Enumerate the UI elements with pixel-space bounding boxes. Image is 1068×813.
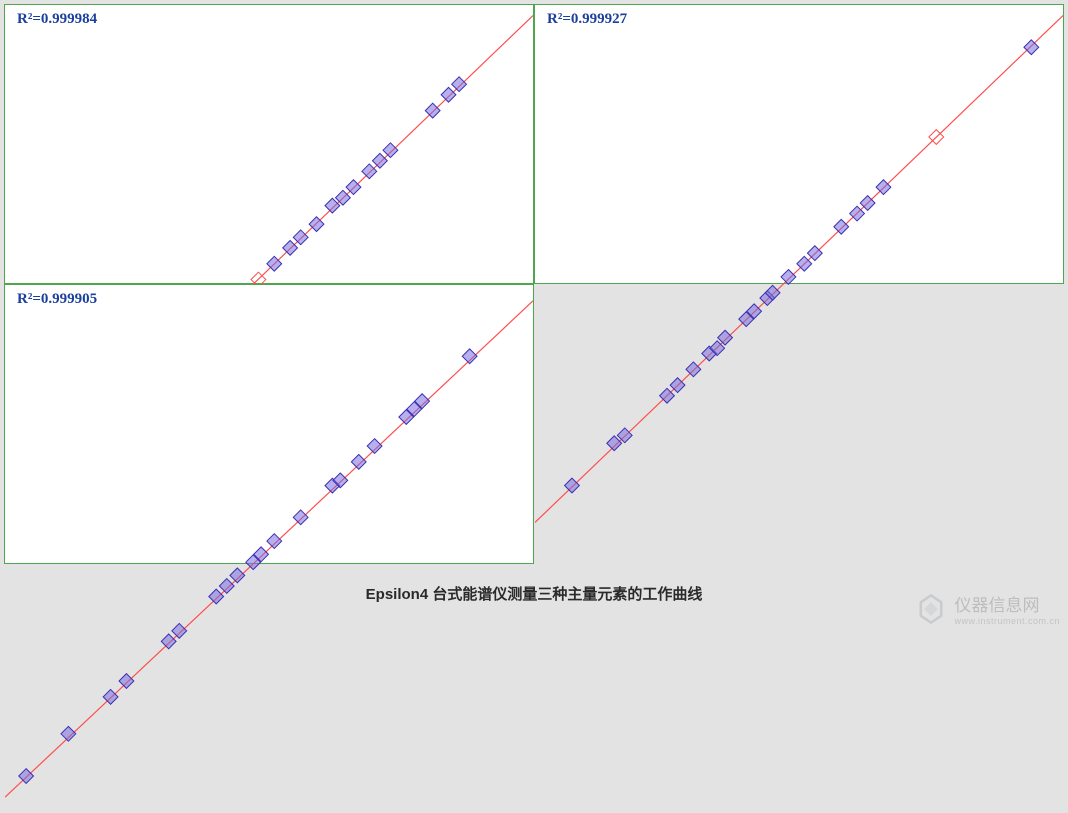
figure-caption: Epsilon4 台式能谱仪测量三种主量元素的工作曲线 — [0, 583, 1068, 604]
watermark-text: 仪器信息网 — [954, 596, 1039, 615]
panel-bottom-right-empty — [534, 284, 1064, 564]
panel-bottom-left: R²=0.999905 — [4, 284, 534, 564]
watermark: 仪器信息网 www.instrument.com.cn — [914, 591, 1060, 626]
watermark-logo-icon — [914, 592, 948, 626]
watermark-text-block: 仪器信息网 www.instrument.com.cn — [954, 591, 1060, 626]
scatter-plot-c — [5, 285, 533, 813]
chart-grid: R²=0.999984 R²=0.999927 R²=0.999905 — [4, 4, 1064, 564]
panel-top-left: R²=0.999984 — [4, 4, 534, 284]
watermark-subtext: www.instrument.com.cn — [954, 616, 1060, 626]
panel-top-right: R²=0.999927 — [534, 4, 1064, 284]
